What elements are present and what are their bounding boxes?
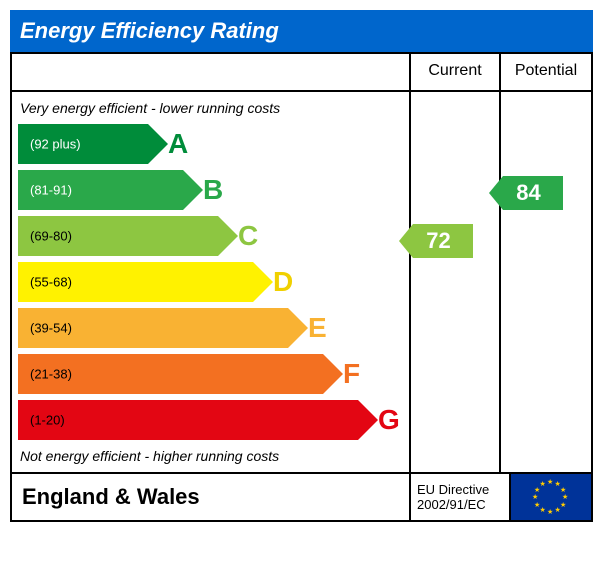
band-row-e: (39-54) E: [12, 306, 409, 350]
current-marker: 72: [399, 224, 473, 258]
caption-top: Very energy efficient - lower running co…: [12, 96, 409, 120]
title-text: Energy Efficiency Rating: [20, 18, 279, 43]
band-range: (55-68): [30, 275, 72, 290]
bands-column: Very energy efficient - lower running co…: [12, 92, 411, 472]
header-potential: Potential: [501, 54, 591, 90]
flag-star-icon: ★: [534, 501, 540, 509]
flag-star-icon: ★: [547, 478, 553, 486]
band-row-c: (69-80) C: [12, 214, 409, 258]
potential-marker-value: 84: [516, 180, 540, 206]
footer-row: England & Wales EU Directive 2002/91/EC …: [12, 472, 591, 520]
band-row-d: (55-68) D: [12, 260, 409, 304]
band-range: (1-20): [30, 413, 65, 428]
header-current: Current: [411, 54, 501, 90]
header-spacer: [12, 54, 411, 90]
chart-outer: Current Potential Very energy efficient …: [10, 52, 593, 522]
current-column: 72: [411, 92, 501, 472]
flag-star-icon: ★: [547, 508, 553, 516]
title-bar: Energy Efficiency Rating: [10, 10, 593, 52]
band-letter: E: [308, 312, 327, 344]
body-row: Very energy efficient - lower running co…: [12, 90, 591, 472]
band-letter: F: [343, 358, 360, 390]
band-row-a: (92 plus) A: [12, 122, 409, 166]
directive-code: 2002/91/EC: [417, 497, 503, 512]
current-marker-value: 72: [426, 228, 450, 254]
band-row-g: (1-20) G: [12, 398, 409, 442]
potential-column: 84: [501, 92, 591, 472]
caption-bottom: Not energy efficient - higher running co…: [12, 444, 409, 468]
band-range: (92 plus): [30, 137, 81, 152]
potential-marker: 84: [489, 176, 563, 210]
directive-label: EU Directive: [417, 482, 503, 497]
band-range: (39-54): [30, 321, 72, 336]
band-letter: D: [273, 266, 293, 298]
band-range: (21-38): [30, 367, 72, 382]
header-row: Current Potential: [12, 54, 591, 90]
flag-star-icon: ★: [540, 480, 546, 488]
footer-region: England & Wales: [12, 474, 411, 520]
footer-directive: EU Directive 2002/91/EC: [411, 474, 511, 520]
band-letter: A: [168, 128, 188, 160]
band-range: (81-91): [30, 183, 72, 198]
flag-star-icon: ★: [540, 506, 546, 514]
band-letter: C: [238, 220, 258, 252]
eu-flag-icon: ★★★★★★★★★★★★: [511, 474, 591, 520]
band-range: (69-80): [30, 229, 72, 244]
flag-star-icon: ★: [555, 506, 561, 514]
epc-chart: Energy Efficiency Rating Current Potenti…: [0, 0, 603, 532]
band-letter: G: [378, 404, 400, 436]
band-letter: B: [203, 174, 223, 206]
band-row-f: (21-38) F: [12, 352, 409, 396]
band-row-b: (81-91) B: [12, 168, 409, 212]
flag-star-icon: ★: [532, 493, 538, 501]
